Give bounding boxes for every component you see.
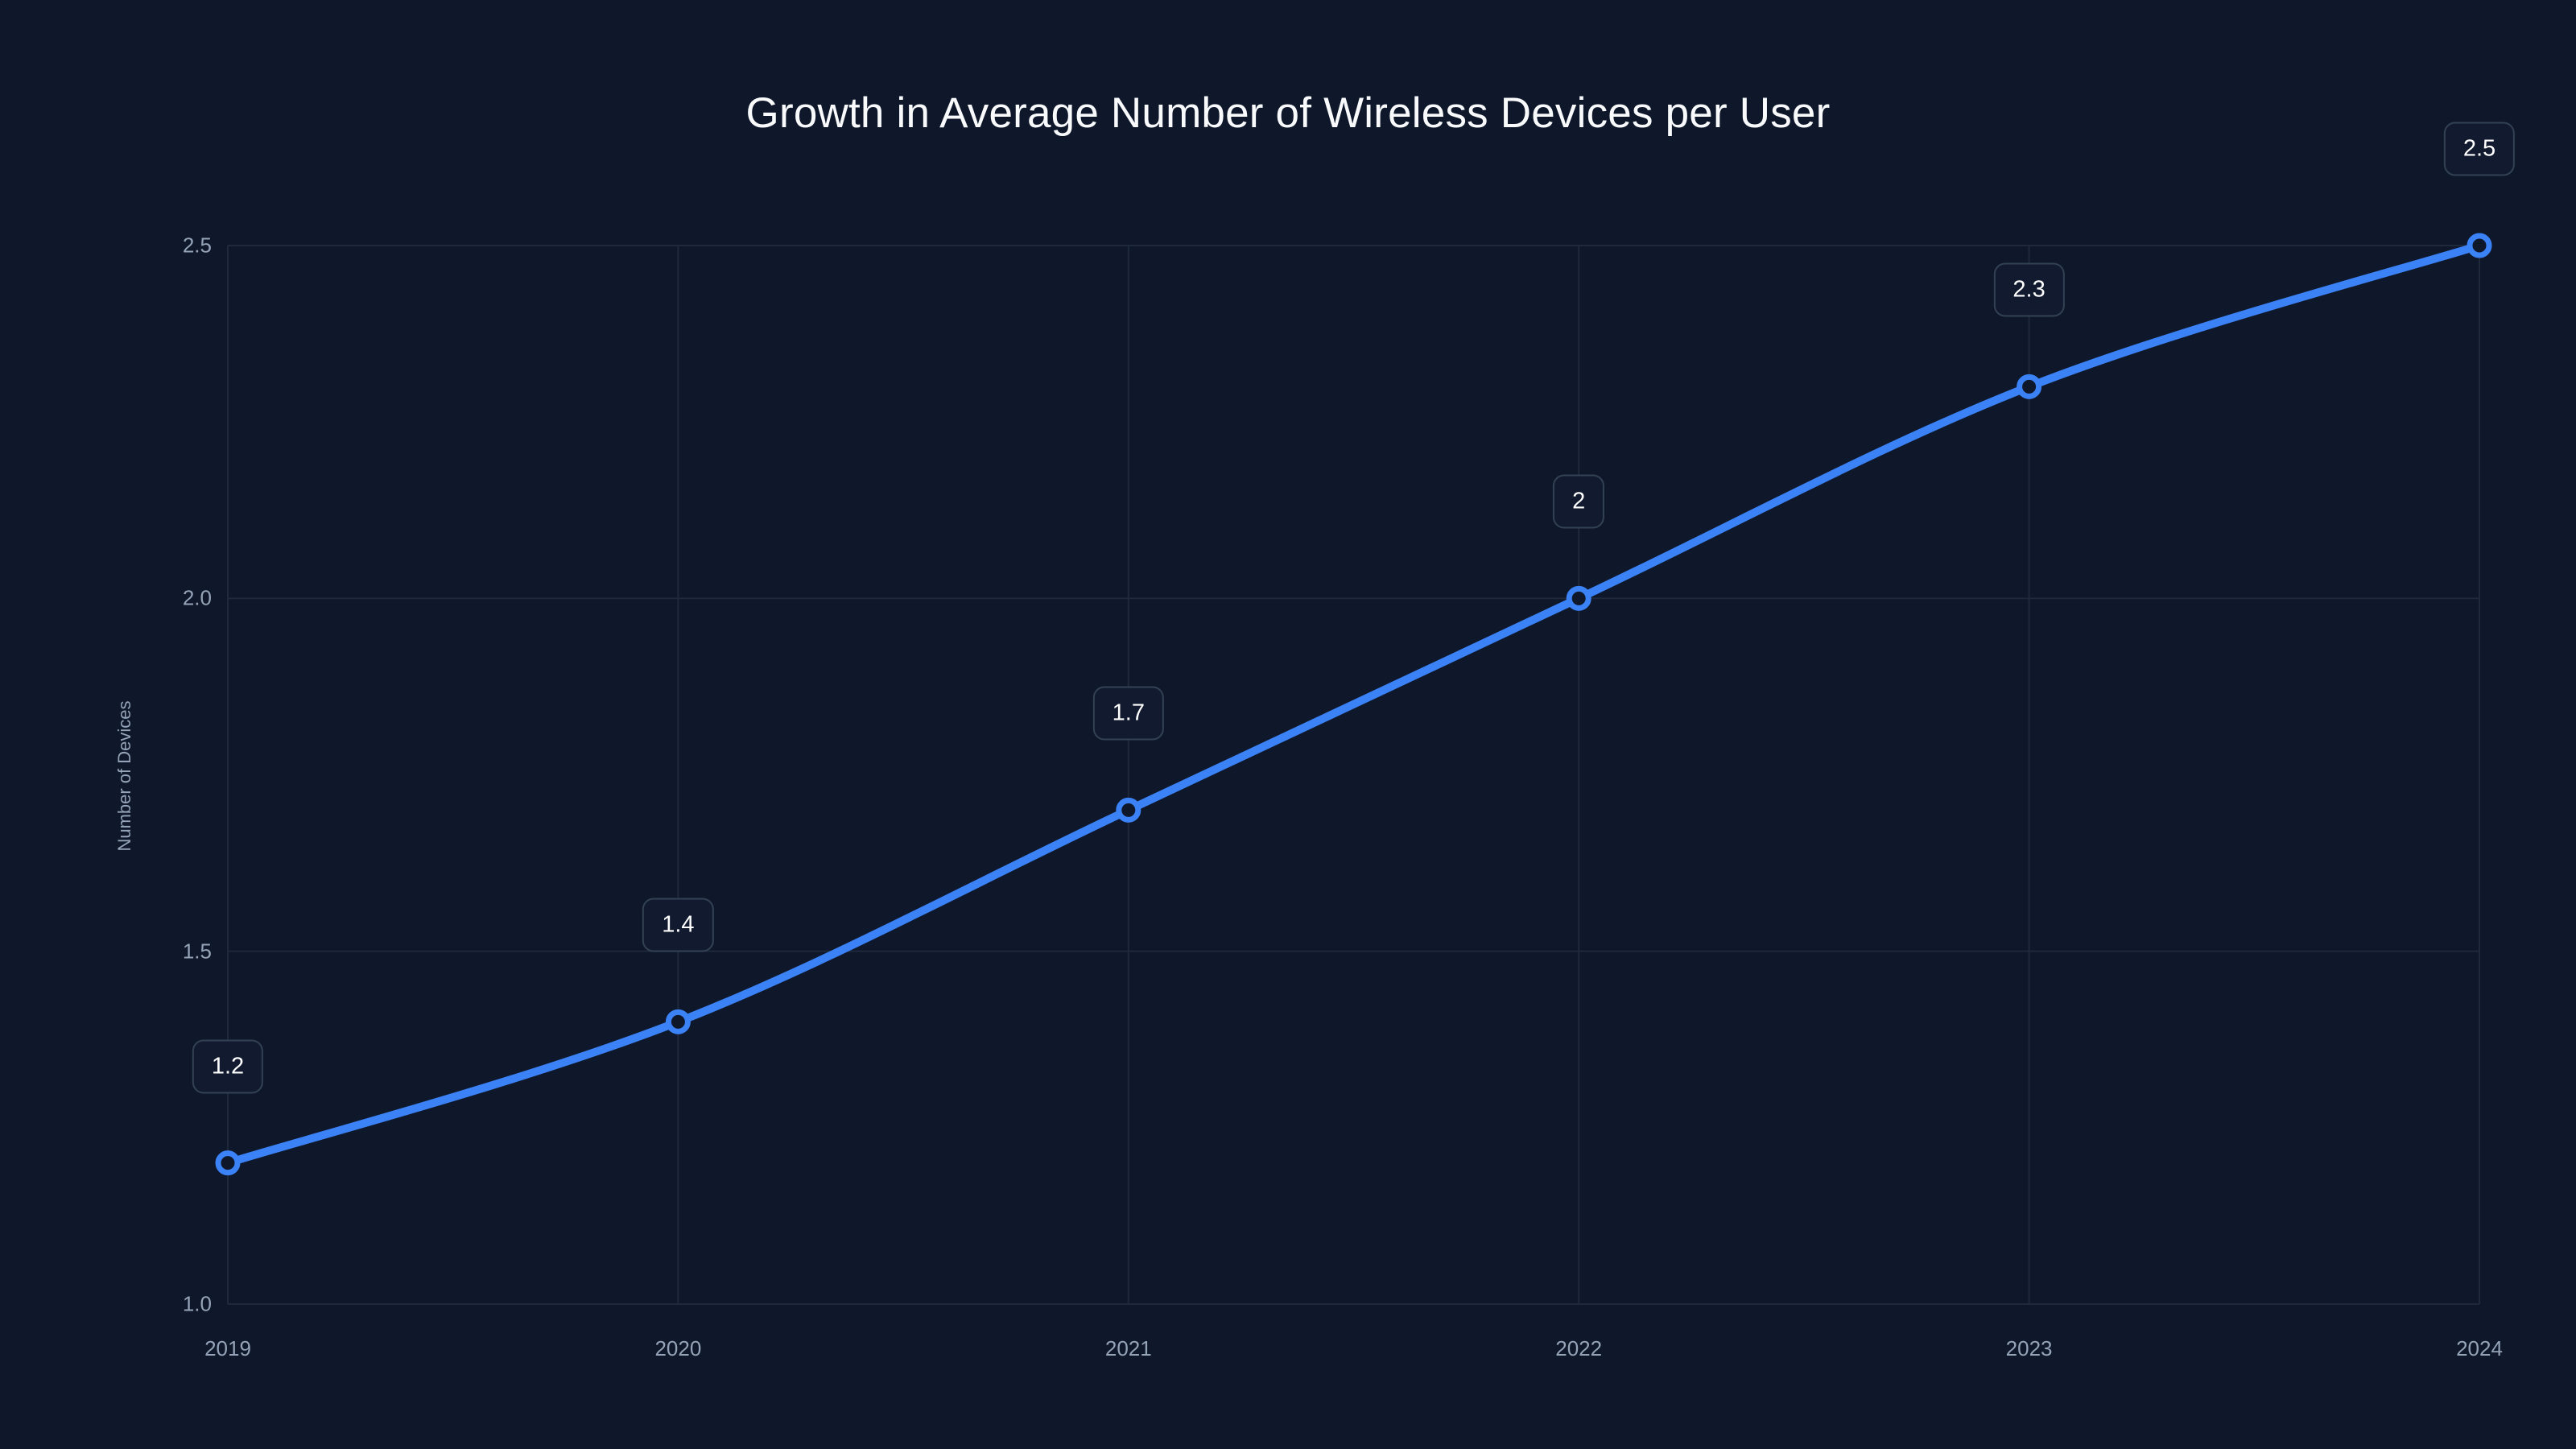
data-point-marker	[1116, 797, 1141, 823]
x-axis-tick-label: 2024	[2456, 1336, 2503, 1360]
data-point-marker	[665, 1009, 691, 1034]
y-axis-tick-label: 1.5	[182, 939, 212, 964]
data-point-label-badge: 2.3	[1993, 262, 2065, 317]
series-line-path	[224, 242, 2483, 1167]
data-point-label-badge: 1.2	[192, 1039, 264, 1094]
y-axis-tick-label: 2.5	[182, 233, 212, 258]
data-point-markers	[215, 233, 2492, 1176]
x-axis-tick-label: 2019	[204, 1336, 251, 1360]
data-point-marker	[2017, 374, 2042, 399]
axis-lines	[227, 246, 2479, 1305]
x-axis-tick-label: 2020	[654, 1336, 702, 1360]
data-point-marker	[2467, 233, 2492, 258]
y-axis-title: Number of Devices	[114, 700, 134, 852]
x-axis-tick-label: 2021	[1104, 1336, 1152, 1360]
data-point-label-badge: 2.5	[2443, 122, 2516, 176]
data-point-label-badge: 2	[1553, 474, 1605, 529]
y-axis-tick-label: 2.0	[182, 585, 212, 610]
chart-title: Growth in Average Number of Wireless Dev…	[745, 89, 1831, 137]
data-point-marker	[1566, 585, 1591, 611]
data-point-label-badge: 1.4	[642, 898, 714, 952]
x-axis-tick-label: 2023	[2005, 1336, 2053, 1360]
grid-lines	[227, 245, 2480, 1305]
data-point-label-badge: 1.7	[1092, 686, 1164, 741]
data-point-marker	[215, 1150, 241, 1176]
y-axis-tick-label: 1.0	[182, 1291, 212, 1316]
series-line	[224, 242, 2483, 1167]
x-axis-tick-label: 2022	[1555, 1336, 1603, 1360]
